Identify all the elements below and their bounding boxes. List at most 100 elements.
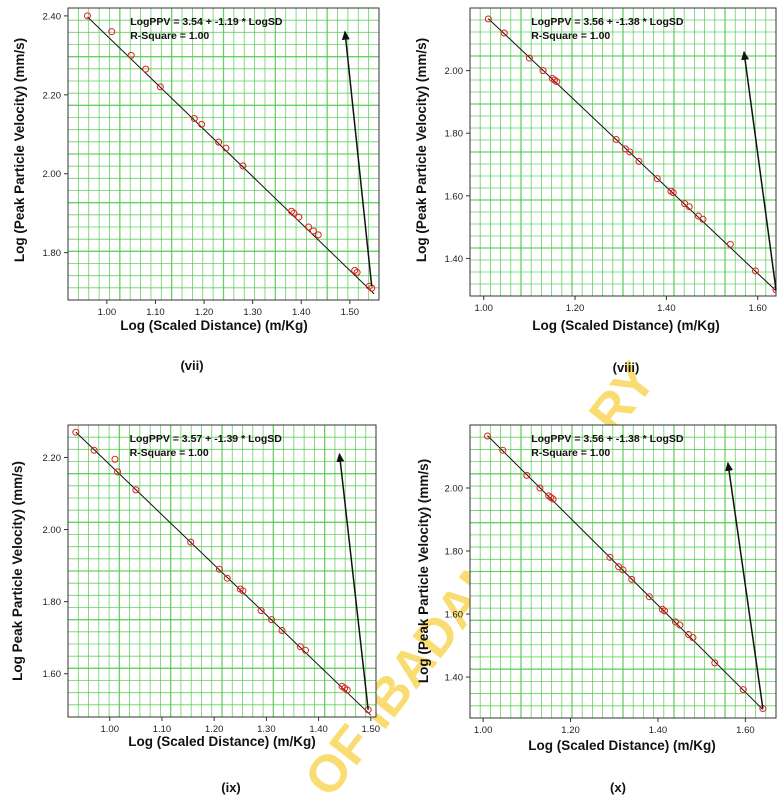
series-layer <box>483 432 767 713</box>
x-tick-label: 1.10 <box>146 307 165 318</box>
regression-equation: LogPPV = 3.56 + -1.38 * LogSD <box>531 433 684 445</box>
data-point <box>114 468 122 476</box>
data-point <box>108 28 116 36</box>
annotation-arrow <box>725 461 764 709</box>
data-point <box>628 575 636 583</box>
x-tick-label: 1.20 <box>195 307 214 318</box>
plot-frame <box>469 7 777 297</box>
annotation-arrow <box>341 30 373 287</box>
x-tick-label: 1.10 <box>153 724 172 735</box>
data-point <box>223 574 231 582</box>
chart-panels: 1.00 1.10 1.20 1.30 1.40 1.50 1.80 2.00 2.20 2.40… <box>10 7 777 795</box>
x-tick-label: 1.50 <box>341 307 360 318</box>
y-tick-label: 2.00 <box>445 66 464 77</box>
data-point <box>295 213 303 221</box>
data-point <box>523 471 531 479</box>
data-point <box>658 605 666 613</box>
data-point <box>689 634 697 642</box>
data-point <box>111 455 119 463</box>
data-point <box>156 83 164 91</box>
data-point <box>606 553 614 561</box>
data-point <box>215 138 223 146</box>
grid <box>68 8 379 300</box>
data-point <box>483 432 491 440</box>
x-tick-label: 1.40 <box>309 724 328 735</box>
panel-label: (ix) <box>221 780 241 795</box>
panel-label: (x) <box>610 780 626 795</box>
data-point <box>553 78 561 86</box>
data-point <box>549 495 557 503</box>
y-tick-label: 2.00 <box>43 169 62 180</box>
data-point <box>187 538 195 546</box>
data-point <box>305 223 313 231</box>
x-axis-label: Log (Scaled Distance) (m/Kg) <box>120 318 308 333</box>
data-point <box>669 189 677 197</box>
y-tick-label: 2.20 <box>43 90 62 101</box>
x-tick-label: 1.30 <box>257 724 276 735</box>
regression-equation: LogPPV = 3.56 + -1.38 * LogSD <box>531 16 684 28</box>
y-tick-label: 1.40 <box>445 254 464 265</box>
x-tick-label: 1.00 <box>474 303 493 314</box>
x-axis-label: Log (Scaled Distance) (m/Kg) <box>528 738 716 753</box>
y-tick-label: 2.40 <box>43 11 62 22</box>
data-point <box>525 54 533 62</box>
y-tick-label: 2.00 <box>445 484 464 495</box>
chart-panel-2: 1.00 1.20 1.40 1.60 1.40 1.60 1.80 2.00 LogPPV =… <box>414 7 777 375</box>
y-tick-label: 1.80 <box>445 547 464 558</box>
series-layer <box>484 15 776 294</box>
x-tick-label: 1.30 <box>243 307 262 318</box>
y-tick-label: 1.80 <box>445 129 464 140</box>
y-axis-label: Log (Peak Particle Velocity) (mm/s) <box>414 38 429 262</box>
x-tick-label: 1.60 <box>748 303 767 314</box>
x-tick-label: 1.00 <box>101 724 120 735</box>
regression-line <box>75 431 372 716</box>
data-point <box>653 175 661 183</box>
data-point <box>302 646 310 654</box>
r-square-label: R-Square = 1.00 <box>130 447 209 459</box>
x-tick-label: 1.20 <box>561 725 580 736</box>
y-axis-label: Log (Peak Particle Velocity) (mm/s) <box>12 38 27 262</box>
data-point <box>751 267 759 275</box>
data-point <box>132 486 140 494</box>
data-point <box>83 12 91 20</box>
data-point <box>626 148 634 156</box>
data-point <box>90 446 98 454</box>
data-point <box>500 29 508 37</box>
x-axis-label: Log (Scaled Distance) (m/Kg) <box>532 318 720 333</box>
x-tick-label: 1.20 <box>566 303 585 314</box>
data-point <box>772 286 776 294</box>
y-tick-label: 1.40 <box>445 673 464 684</box>
y-axis-label: Log (Peak Particle Velocity) (mm/s) <box>416 459 431 683</box>
y-tick-label: 1.60 <box>445 191 464 202</box>
series-layer <box>72 428 372 716</box>
data-point <box>699 215 707 223</box>
data-point <box>343 686 351 694</box>
data-point <box>484 15 492 23</box>
chart-panel-4: 1.00 1.20 1.40 1.60 1.40 1.60 1.80 2.00 LogPPV =… <box>416 424 777 795</box>
x-tick-label: 1.00 <box>474 725 493 736</box>
data-point <box>539 67 547 75</box>
data-point <box>621 145 629 153</box>
data-point <box>72 428 80 436</box>
data-point <box>198 120 206 128</box>
data-point <box>635 157 643 165</box>
y-tick-label: 1.60 <box>445 610 464 621</box>
data-point <box>142 65 150 73</box>
y-tick-label: 1.80 <box>43 597 62 608</box>
data-point <box>619 566 627 574</box>
grid <box>470 8 776 296</box>
y-tick-label: 2.00 <box>43 525 62 536</box>
panel-label: (vii) <box>180 358 203 373</box>
data-point <box>694 212 702 220</box>
grid <box>470 425 776 718</box>
x-tick-label: 1.00 <box>98 307 117 318</box>
data-point <box>239 162 247 170</box>
y-tick-label: 2.20 <box>43 453 62 464</box>
data-point <box>257 607 265 615</box>
chart-panel-1: 1.00 1.10 1.20 1.30 1.40 1.50 1.80 2.00 2.20 2.40… <box>12 7 380 373</box>
x-tick-label: 1.50 <box>362 724 381 735</box>
data-point <box>127 51 135 59</box>
panel-label: (viii) <box>613 360 640 375</box>
data-point <box>739 686 747 694</box>
